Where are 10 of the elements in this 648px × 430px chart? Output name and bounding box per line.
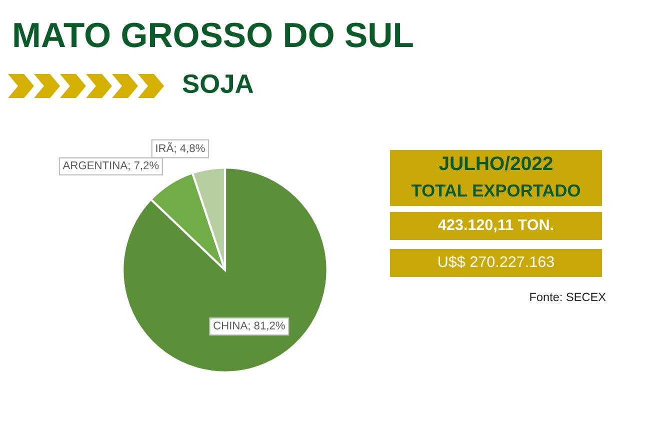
slice-label: CHINA; 81,2% (214, 322, 285, 331)
source-note: Fonte: SECEX (530, 292, 606, 302)
text: 423.120,11 TON. (438, 219, 553, 232)
slice-label: ARGENTINA; 7,2% (62, 161, 159, 171)
chart-title: MATO GROSSO DO SUL (14, 22, 413, 48)
chart-subtitle: SOJA (182, 74, 254, 94)
text: U$$ 270.227.163 (438, 256, 554, 268)
slice-label: IRÃ; 4,8% (156, 142, 205, 154)
text: JULHO/2022 (439, 156, 553, 170)
text: TOTAL EXPORTADO (411, 184, 580, 197)
